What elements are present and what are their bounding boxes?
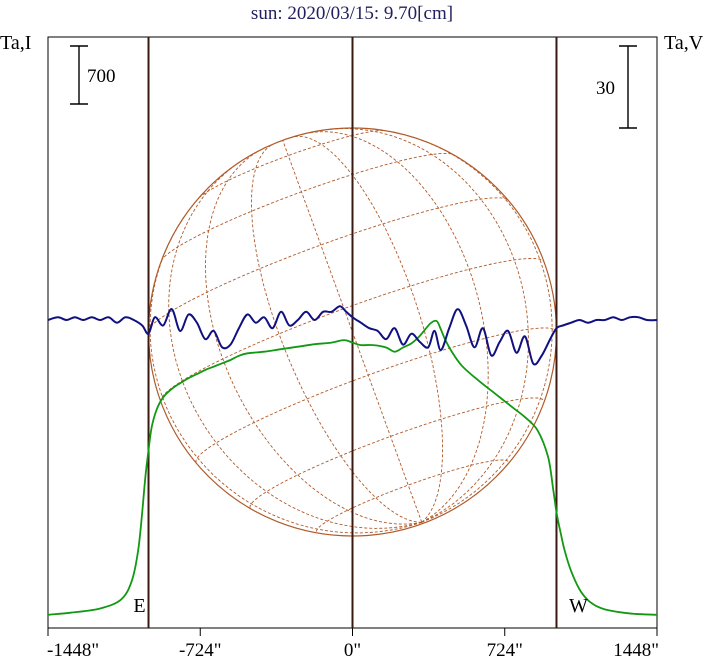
solar-disk: [147, 127, 558, 537]
longitude-line: [168, 160, 422, 529]
longitude-line: [327, 128, 529, 523]
latitude-line: [316, 459, 509, 532]
series-intensity-line: [47, 319, 658, 616]
longitude-line: [205, 151, 422, 525]
series-group: [47, 305, 658, 616]
latitude-line: [148, 197, 509, 332]
x-axis-ticks: -1448" -724" 0" 724" 1448": [47, 628, 659, 661]
longitude-line: [293, 135, 443, 523]
longitude-line: [149, 215, 422, 534]
x-tick-label: -724": [179, 640, 222, 661]
limb-label-w: W: [569, 595, 588, 617]
latitude-line: [249, 397, 545, 508]
left-axis-label: Ta,I: [0, 32, 31, 54]
longitude-line: [406, 134, 553, 523]
series-polarization-line: [47, 305, 658, 366]
longitude-line: [251, 144, 422, 523]
limb-label-e: E: [133, 595, 145, 617]
longitude-line: [308, 131, 489, 523]
x-tick-label: 1448": [613, 640, 659, 661]
x-tick-label: -1448": [47, 640, 99, 661]
right-scale-label: 30: [596, 78, 615, 99]
longitude-line: [282, 140, 423, 523]
right-axis-label: Ta,V: [664, 32, 704, 54]
x-tick-label: 724": [487, 640, 523, 661]
latitude-line: [198, 130, 384, 199]
left-scale-bar: [70, 45, 88, 105]
right-scale-bar: [619, 45, 637, 129]
x-tick-label: 0": [344, 640, 361, 661]
left-scale-label: 700: [87, 66, 116, 87]
chart-title: sun: 2020/03/15: 9.70[cm]: [251, 3, 453, 24]
limb-lines: [147, 37, 558, 628]
latitude-line: [195, 327, 557, 463]
